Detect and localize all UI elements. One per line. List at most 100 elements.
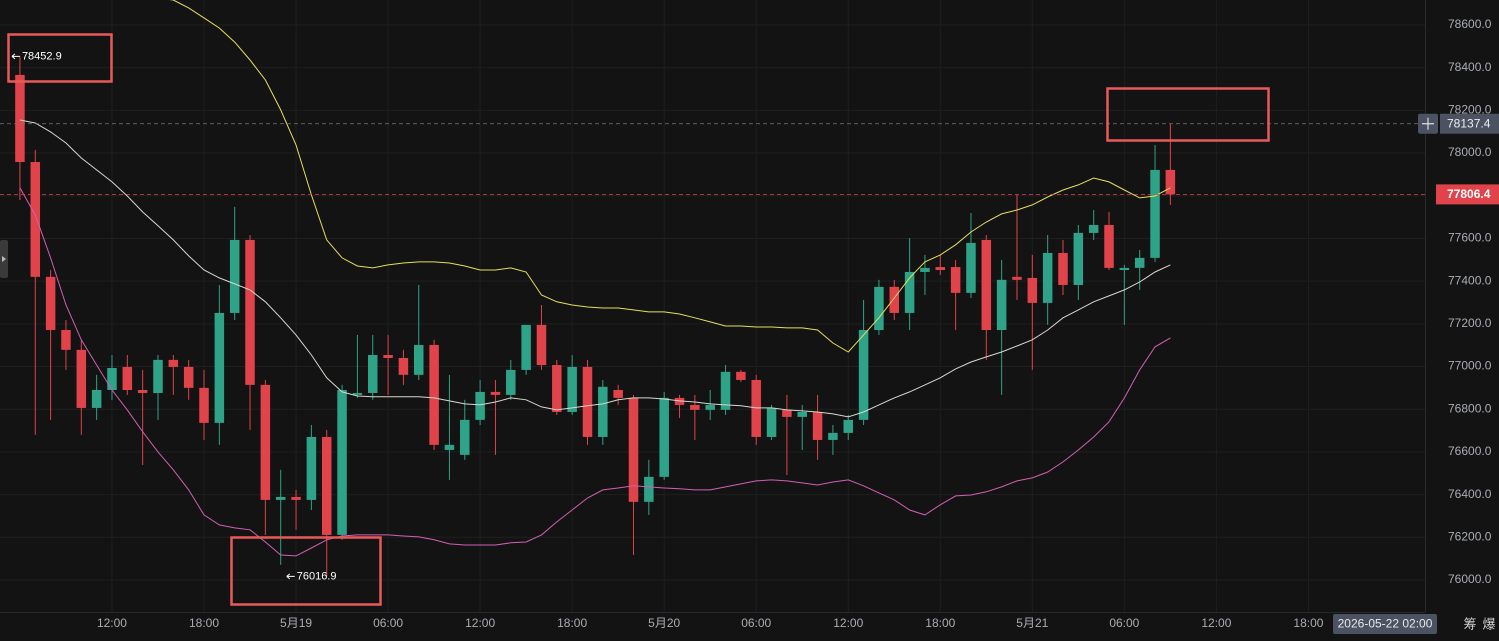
candle-body [1134,257,1145,268]
candle-body [981,239,992,331]
candle-body [383,354,393,358]
marker-label: 76016.9 [297,570,337,582]
candle-body [429,344,439,445]
candle-body [291,496,301,500]
x-tick-label: 18:00 [189,616,219,630]
y-tick-label: 77600.0 [1448,231,1492,245]
candle-body [229,239,240,313]
candle-body [245,239,255,385]
candle-body [1119,267,1130,271]
candle-body [659,397,669,477]
candle-body [306,436,317,500]
grid: 76000.0 76200.0 76400.0 76600.0 76800.0 77000… [0,0,1492,630]
candle-body [122,366,133,390]
y-tick-label: 77200.0 [1448,316,1492,330]
candle-body [352,392,363,395]
candle-body [966,242,976,293]
candle-body [828,432,838,440]
candle-body [444,444,455,450]
candle-body [414,344,424,375]
crosshair-time-box [1333,614,1437,634]
marker-label: 78452.9 [22,50,62,62]
highlight-box [1106,87,1270,142]
candle-body [552,365,562,412]
candle-body [367,354,378,393]
candle-body [30,162,41,277]
candle-body [674,397,685,405]
x-tick-label: 06:00 [741,616,771,630]
candle-body [45,276,56,331]
last-price-label: 77806.4 [1447,187,1491,201]
candle-body [153,359,163,393]
x-tick-label: 06:00 [1109,616,1139,630]
candle-body [15,74,25,163]
marker-arrow [286,573,295,580]
candle-body [137,389,148,393]
marker-arrow [11,53,20,60]
crosshair-plus [1422,117,1434,130]
candle-body [1073,232,1084,285]
crosshair-price-label: 78137.4 [1447,116,1491,130]
x-tick-label: 5月21 [1016,616,1048,630]
toolbar-button[interactable]: 筹 [1463,616,1476,631]
y-tick-label: 76800.0 [1448,401,1492,415]
candle-body [889,286,900,313]
candle-body [490,391,501,395]
candle-body [199,387,209,423]
candle-body [720,371,731,410]
candle-body [337,389,347,535]
candle-body [613,389,623,398]
candle-body [398,357,409,375]
candle-body [536,324,547,366]
candle-body [275,496,286,500]
x-tick-label: 12:00 [97,616,127,630]
candle-body [260,384,271,500]
x-tick-label: 5月20 [648,616,680,630]
crosshair-time: 2026-05-22 02:00 [1338,617,1433,631]
candle-body [1042,252,1053,303]
side-handle-icon [2,256,6,262]
candle-body [475,391,485,420]
x-tick-label: 06:00 [373,616,403,630]
candle-body [843,419,854,433]
candle-body [858,330,869,420]
candle-body [460,419,470,455]
candle-body [935,267,946,271]
x-tick-label: 12:00 [833,616,863,630]
candle-body [904,271,915,313]
toolbar-button[interactable]: 爆 [1482,616,1495,631]
band-line [19,119,1171,418]
candle-body [797,411,807,417]
x-tick-label: 12:00 [1201,616,1231,630]
candle-body [506,369,516,395]
x-tick-label: 12:00 [465,616,495,630]
candle-body [521,324,531,370]
candle-body [736,371,746,380]
candle-body [1058,252,1068,285]
last-price-tag [1436,184,1499,205]
highlight-box [230,536,382,606]
candle-body [1104,224,1114,268]
y-tick-label: 78400.0 [1448,60,1492,74]
y-tick-label: 76000.0 [1448,572,1492,586]
x-tick-label: 18:00 [557,616,587,630]
candle-body [766,407,777,437]
overlay: 77806.4 78137.4 78452.9 76016.9 [0,50,1499,582]
candle-body [183,366,194,388]
y-tick-label: 77000.0 [1448,359,1492,373]
band-line [169,0,1171,353]
candle-body [598,386,608,437]
y-tick-label: 78000.0 [1448,145,1492,159]
plot-area [15,0,1176,577]
candle-body [812,411,823,440]
candle-body [61,330,71,350]
candle-body [567,366,577,412]
candle-body [644,476,654,502]
candle-body [91,389,102,408]
candle-body [76,349,87,408]
candle-body [1012,276,1022,280]
candle-body [582,366,593,437]
candle-body [1027,277,1038,303]
y-tick-label: 78200.0 [1448,103,1492,117]
